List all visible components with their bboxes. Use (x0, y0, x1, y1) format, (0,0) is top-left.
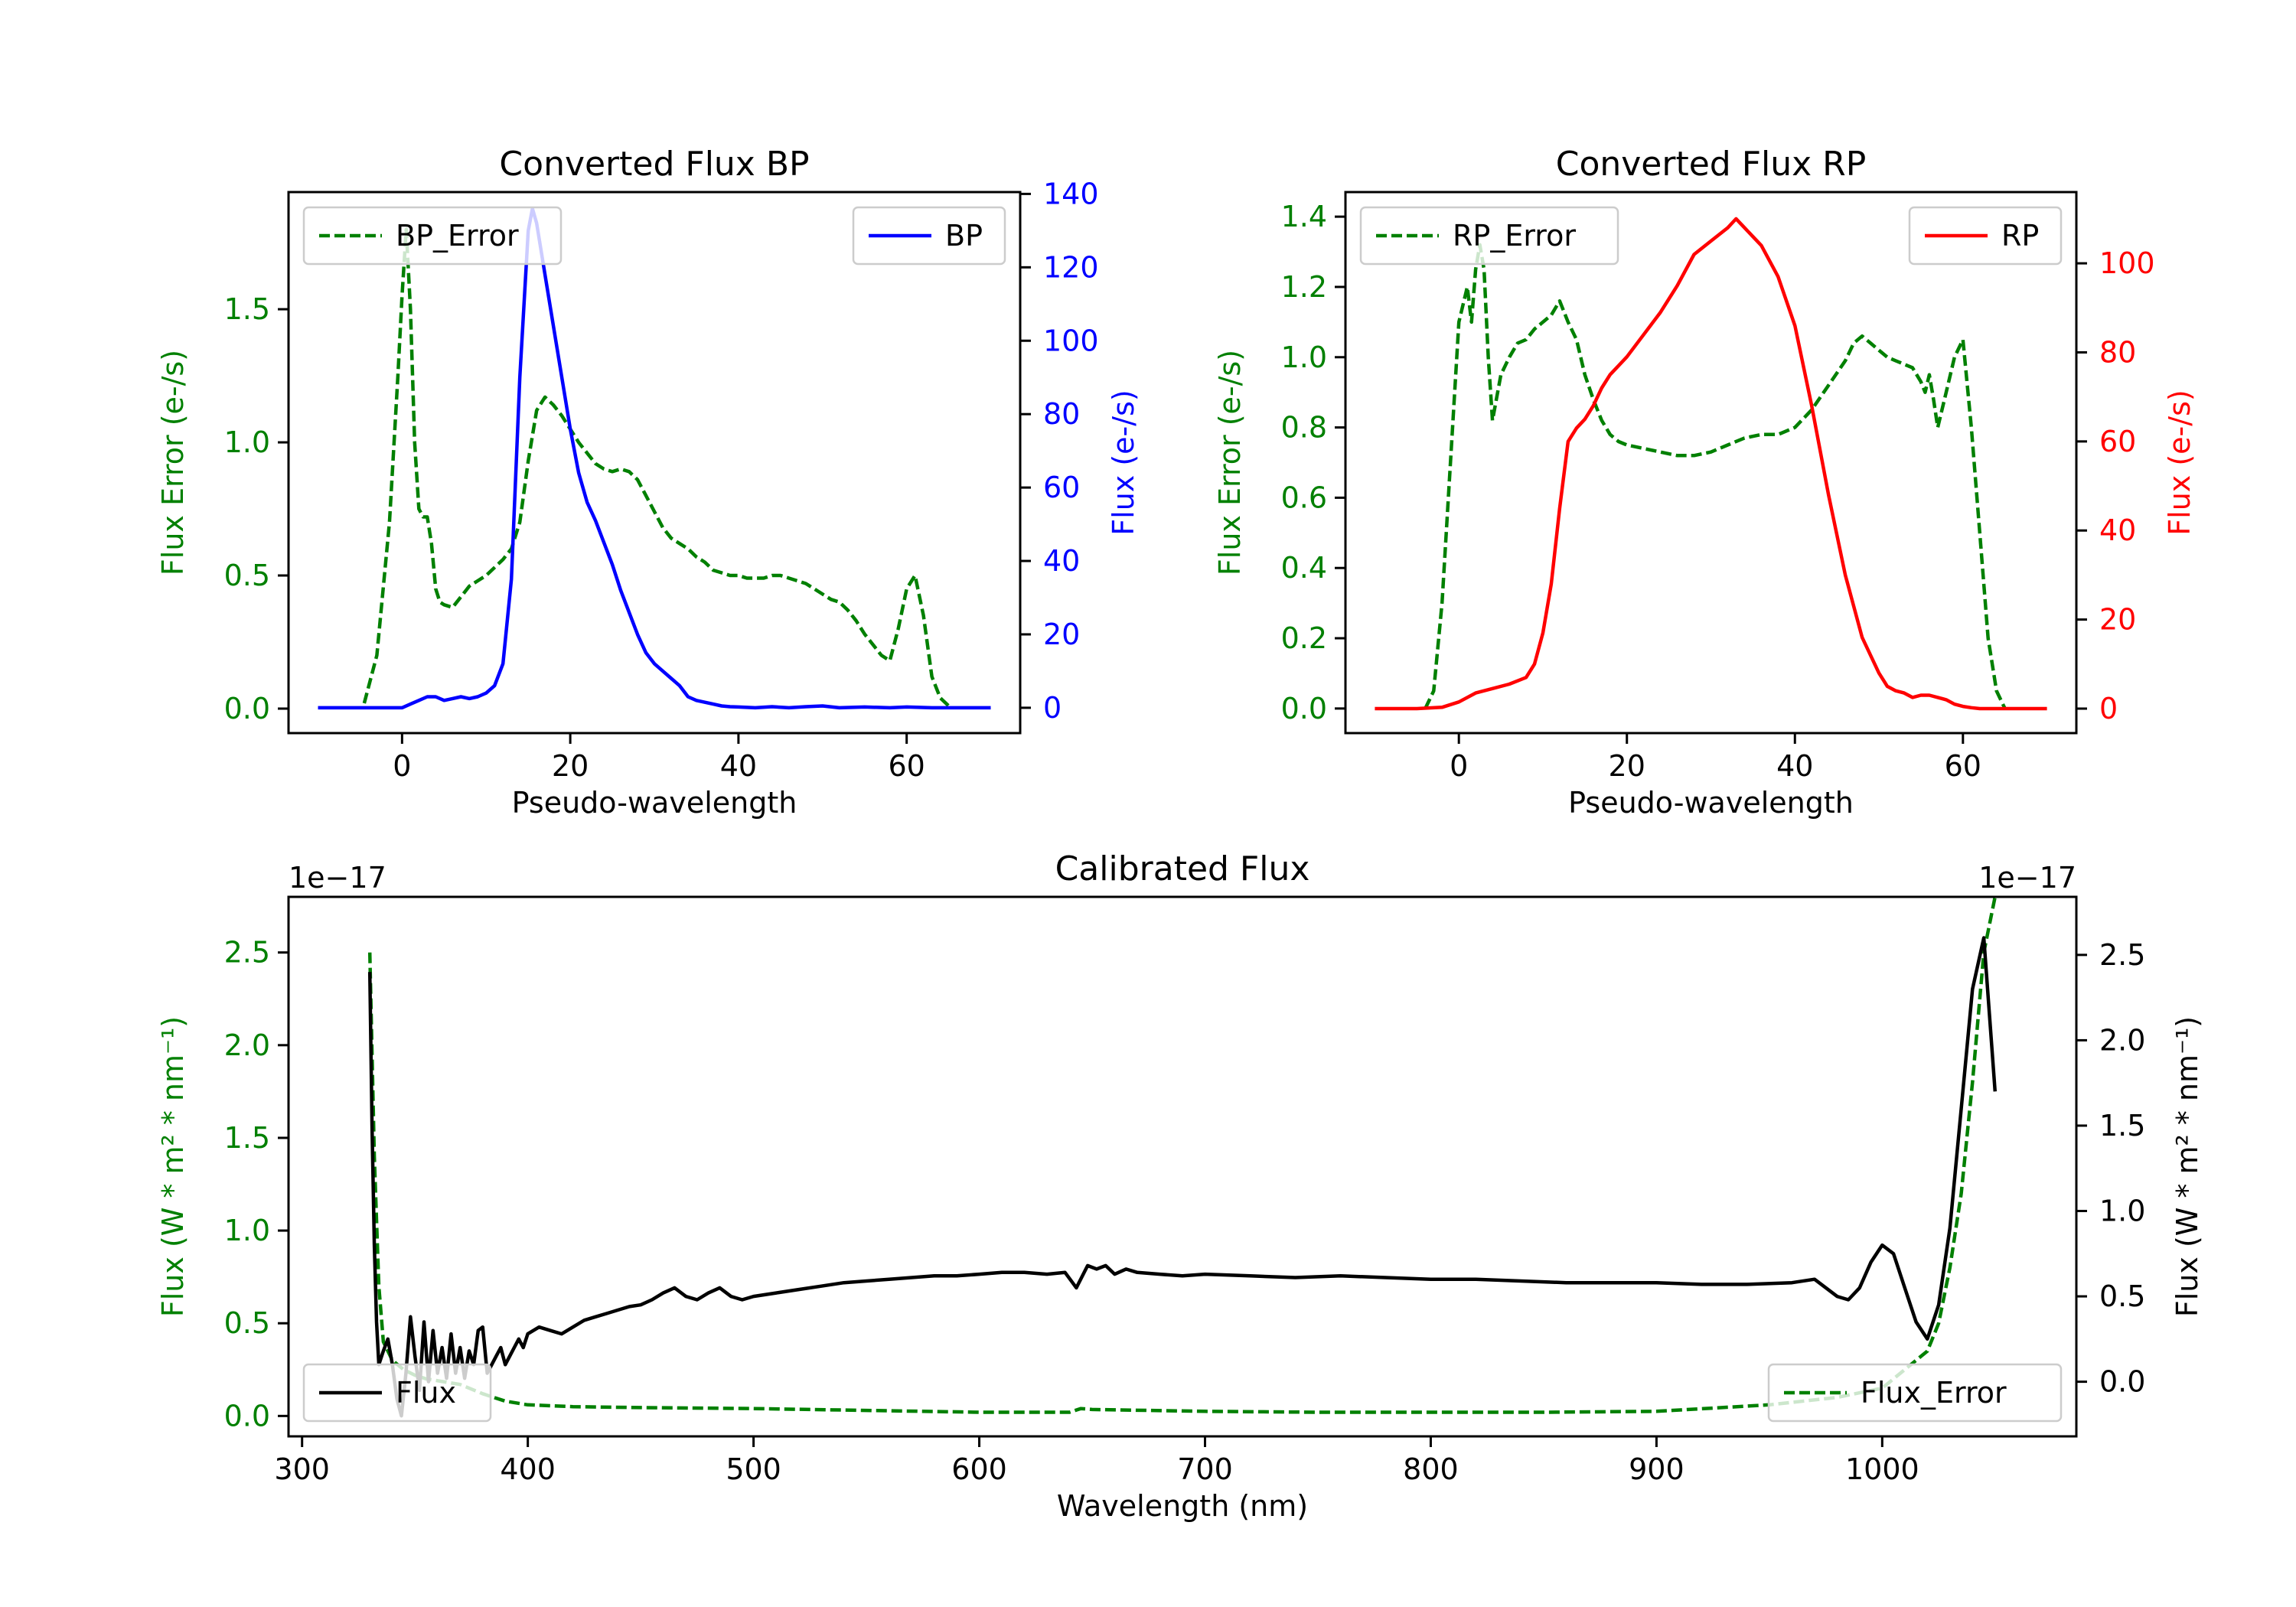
left-tick-label: 0.0 (224, 1399, 270, 1433)
x-tick-label: 0 (393, 749, 411, 783)
x-tick-label: 500 (726, 1452, 781, 1486)
right-tick-label: 100 (2099, 246, 2155, 280)
right-axis-label: Flux (e-/s) (2163, 390, 2197, 535)
left-tick-label: 1.0 (224, 425, 270, 459)
legend-label: BP (945, 219, 983, 253)
x-axis-label: Pseudo-wavelength (1568, 786, 1854, 820)
x-tick-label: 900 (1629, 1452, 1684, 1486)
chart-title: Calibrated Flux (1055, 849, 1310, 888)
right-tick-label: 40 (1043, 544, 1080, 578)
x-tick-label: 400 (500, 1452, 556, 1486)
left-tick-label: 0.0 (224, 692, 270, 725)
x-tick-label: 600 (951, 1452, 1007, 1486)
right-tick-label: 40 (2099, 513, 2136, 547)
legend-box (1359, 206, 1619, 266)
left-tick-label: 0.0 (1281, 692, 1327, 725)
right-tick-label: 20 (1043, 618, 1080, 651)
right-tick-label: 0 (2099, 692, 2118, 725)
chart-bp: 0 20 40 60 Pseudo-wavelength 0.0 0.5 1.0 1.5 Flux… (156, 145, 1140, 820)
plot-frame (1344, 191, 2078, 735)
left-tick-label: 0.6 (1281, 481, 1327, 514)
x-tick-label: 1000 (1845, 1452, 1919, 1486)
right-tick-label: 120 (1043, 250, 1099, 284)
chart-title: Converted Flux BP (499, 145, 809, 184)
x-tick-label: 0 (1450, 749, 1468, 783)
left-tick-label: 1.5 (224, 292, 270, 326)
left-offset-label: 1e−17 (289, 861, 386, 895)
right-tick-label: 0.5 (2099, 1279, 2145, 1313)
right-tick-label: 60 (1043, 471, 1080, 504)
series-bp-error (362, 227, 951, 708)
right-tick-label: 100 (1043, 324, 1099, 357)
legend-label: Flux (396, 1376, 456, 1410)
legend-rp-error: RP_Error (1359, 206, 1619, 266)
x-tick-label: 300 (274, 1452, 330, 1486)
x-axis-label: Wavelength (nm) (1057, 1489, 1308, 1523)
legend-box (1767, 1363, 2063, 1423)
right-tick-label: 0 (1043, 691, 1062, 725)
legend-rp: RP (1908, 206, 2063, 266)
left-axis-label: Flux Error (e-/s) (156, 350, 190, 575)
right-tick-label: 140 (1043, 177, 1099, 210)
legend-flux: Flux (302, 1363, 492, 1423)
left-tick-label: 1.4 (1281, 200, 1327, 233)
left-tick-label: 0.5 (224, 1306, 270, 1340)
chart-rp: 0 20 40 60 Pseudo-wavelength 0.0 0.2 0.4 0.6 0.8 1… (1213, 145, 2197, 820)
left-tick-label: 1.0 (1281, 341, 1327, 374)
x-tick-label: 60 (888, 749, 925, 783)
x-axis-label: Pseudo-wavelength (512, 786, 797, 820)
right-tick-label: 2.5 (2099, 938, 2145, 972)
right-tick-label: 80 (2099, 335, 2136, 369)
series-flux-error (367, 897, 1998, 1414)
legend-label: BP_Error (396, 219, 519, 253)
legend-box (302, 206, 563, 266)
right-tick-label: 80 (1043, 397, 1080, 431)
series-rp-error (1424, 243, 2007, 709)
right-tick-label: 1.5 (2099, 1109, 2145, 1143)
legend-flux-error: Flux_Error (1767, 1363, 2063, 1423)
series-bp (318, 207, 991, 710)
right-tick-label: 60 (2099, 425, 2136, 458)
legend-bp-error: BP_Error (302, 206, 563, 266)
left-tick-label: 0.2 (1281, 621, 1327, 655)
left-tick-label: 1.2 (1281, 270, 1327, 304)
series-flux (367, 936, 1998, 1418)
left-tick-label: 0.8 (1281, 411, 1327, 445)
x-tick-label: 40 (1776, 749, 1813, 783)
plot-frame (287, 895, 2078, 1438)
right-tick-label: 20 (2099, 603, 2136, 637)
right-tick-label: 0.0 (2099, 1365, 2145, 1399)
chart-title: Converted Flux RP (1556, 145, 1867, 184)
legend-label: Flux_Error (1861, 1376, 2007, 1410)
left-axis-label: Flux Error (e-/s) (1213, 350, 1247, 575)
right-tick-label: 1.0 (2099, 1195, 2145, 1228)
left-tick-label: 1.0 (224, 1214, 270, 1247)
left-tick-label: 2.0 (224, 1028, 270, 1062)
x-tick-label: 60 (1945, 749, 1981, 783)
left-tick-label: 0.5 (224, 559, 270, 592)
left-tick-label: 2.5 (224, 936, 270, 970)
right-axis-label: Flux (W * m² * nm⁻¹) (2170, 1016, 2204, 1317)
x-tick-label: 800 (1403, 1452, 1459, 1486)
x-tick-label: 40 (720, 749, 757, 783)
left-tick-label: 0.4 (1281, 551, 1327, 585)
legend-box (302, 1363, 492, 1423)
left-tick-label: 1.5 (224, 1121, 270, 1155)
right-tick-label: 2.0 (2099, 1023, 2145, 1057)
right-axis-label: Flux (e-/s) (1107, 390, 1140, 535)
plot-frame (287, 191, 1022, 735)
x-tick-label: 700 (1177, 1452, 1233, 1486)
right-offset-label: 1e−17 (1978, 861, 2076, 895)
x-tick-label: 20 (1609, 749, 1645, 783)
series-rp (1375, 217, 2047, 711)
x-tick-label: 20 (552, 749, 589, 783)
chart-cal: 300 400 500 600 700 800 900 1000 Wavelength (nm)… (156, 849, 2204, 1523)
left-axis-label: Flux (W * m² * nm⁻¹) (156, 1016, 190, 1317)
legend-label: RP (2001, 219, 2039, 253)
legend-bp: BP (852, 206, 1006, 266)
legend-label: RP_Error (1453, 219, 1576, 253)
